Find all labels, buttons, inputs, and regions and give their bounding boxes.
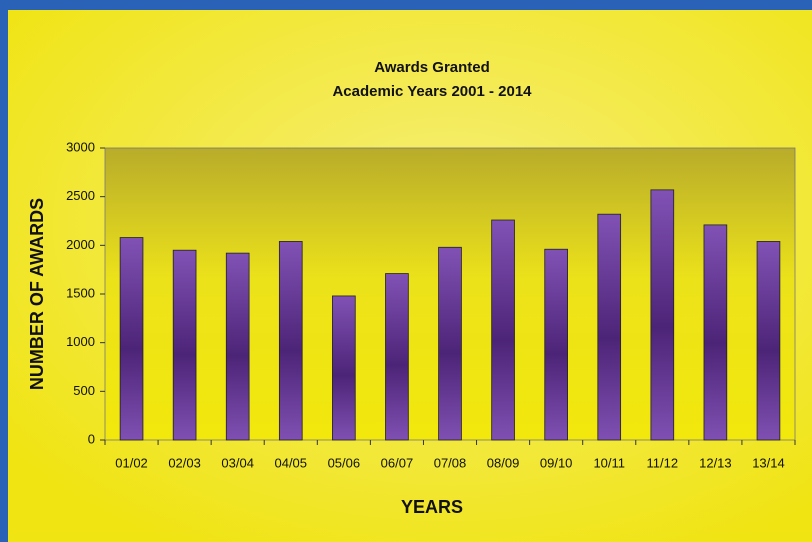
y-tick-label: 2500 [66,188,95,203]
bar [172,249,197,441]
x-tick-label: 13/14 [752,455,785,470]
bar [703,224,728,441]
x-tick-label: 10/11 [593,455,625,470]
bar [332,295,356,441]
x-tick-label: 08/09 [487,455,520,470]
y-tick-label: 1000 [66,334,95,349]
bar [597,213,622,441]
x-tick-label: 03/04 [221,455,254,470]
bar [278,241,303,441]
bar [438,246,462,441]
chart-subtitle: Academic Years 2001 - 2014 [332,83,532,100]
x-axis-label: YEARS [401,497,463,517]
x-tick-label: 09/10 [540,455,573,470]
bar [119,237,144,441]
x-tick-label: 05/06 [328,455,361,470]
y-tick-label: 1500 [66,285,95,300]
y-tick-label: 500 [73,383,95,398]
y-tick-label: 3000 [66,139,95,154]
bar [385,273,409,441]
y-tick-label: 0 [88,431,95,446]
x-tick-label: 02/03 [168,455,201,470]
bar [225,252,250,441]
x-tick-label: 04/05 [274,455,307,470]
bar [544,248,568,441]
x-tick-label: 12/13 [699,455,732,470]
x-tick-label: 11/12 [647,455,679,470]
y-tick-label: 2000 [66,237,95,252]
bar [491,219,515,441]
y-axis-label: NUMBER OF AWARDS [27,198,47,390]
bar [650,189,675,441]
bar [756,241,781,441]
x-tick-label: 01/02 [115,455,148,470]
x-tick-label: 07/08 [434,455,467,470]
x-tick-label: 06/07 [381,455,414,470]
chart-title: Awards Granted [374,59,490,76]
